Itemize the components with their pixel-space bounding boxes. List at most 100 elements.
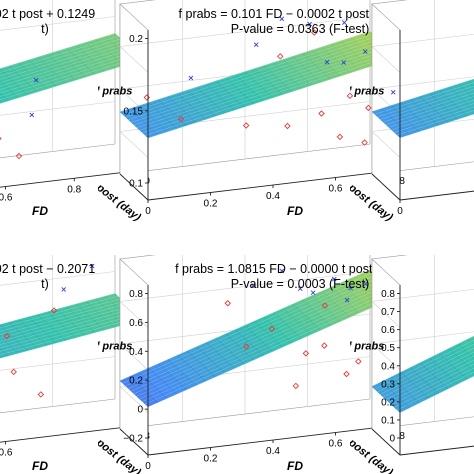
plane-mesh xyxy=(0,43,127,84)
plane-strip xyxy=(0,347,9,359)
plane-mesh xyxy=(0,33,116,70)
x-tick-label: 0.8 xyxy=(67,184,81,195)
point-red-diamond xyxy=(37,391,45,398)
equation-text: 02 t post − 0.2071 xyxy=(0,262,95,276)
point-red-diamond xyxy=(321,342,328,349)
x-tick-label: 0 xyxy=(145,206,151,217)
gridline xyxy=(0,271,116,286)
plane-mesh xyxy=(128,39,379,121)
plane-mesh xyxy=(380,89,474,120)
point-blue-cross xyxy=(332,276,337,282)
plane-mesh xyxy=(139,287,390,400)
gridline xyxy=(371,343,401,371)
plane-mesh xyxy=(377,85,474,118)
x-axis xyxy=(0,169,144,188)
equation-text: f prabs = 1.0815 FD − 0.0000 t post − 0.… xyxy=(175,262,425,276)
point-blue-cross xyxy=(341,60,347,65)
z-tick-label: 0 xyxy=(137,405,143,416)
gridline xyxy=(119,301,149,328)
point-red-diamond xyxy=(318,110,325,117)
plane-mesh xyxy=(133,282,385,394)
point-blue-cross xyxy=(307,21,312,27)
plane-mesh xyxy=(0,319,144,359)
z-tick-label: 0.2 xyxy=(381,397,395,408)
x-axis xyxy=(0,424,144,443)
plane-mesh xyxy=(0,59,144,104)
plane-mesh xyxy=(0,293,116,325)
plane-mesh xyxy=(147,57,399,139)
t-axis xyxy=(119,428,149,456)
point-red-diamond xyxy=(3,332,11,340)
point-red-diamond xyxy=(268,325,276,333)
gridline xyxy=(371,33,474,47)
point-red-diamond xyxy=(361,139,368,146)
point-red-diamond xyxy=(311,29,318,36)
x-tick-label: 0.2 xyxy=(204,454,218,465)
plane-mesh xyxy=(0,56,141,101)
plane-mesh xyxy=(0,306,130,342)
z-tick-label: 0.3 xyxy=(381,379,395,390)
plane-mesh xyxy=(122,272,373,384)
point-red-diamond xyxy=(15,152,23,160)
plane-mesh xyxy=(399,375,474,413)
z-tick-label: 0.8 xyxy=(381,289,395,300)
point-blue-cross xyxy=(297,286,303,291)
t-axis xyxy=(119,173,149,201)
z-tick-label: 0.5 xyxy=(381,343,395,354)
z-tick-label: −0.2 xyxy=(123,434,143,445)
plane-strip xyxy=(467,78,474,87)
plane-mesh xyxy=(0,314,138,352)
gridline xyxy=(371,46,401,73)
z-tick-label: 0.1 xyxy=(381,415,395,426)
z-tick-label: 0.8 xyxy=(129,289,143,300)
plane-mesh xyxy=(119,31,371,113)
z-axis-label: f prabs xyxy=(96,86,133,98)
z-tick-label: 0.4 xyxy=(381,361,395,372)
plane-mesh xyxy=(397,371,474,411)
point-red-diamond xyxy=(0,136,2,141)
point-blue-cross xyxy=(279,16,285,22)
plane-mesh xyxy=(133,44,385,126)
gridline xyxy=(0,16,116,31)
plane-mesh xyxy=(385,355,474,400)
plane-mesh xyxy=(380,347,474,395)
gridline xyxy=(119,343,149,371)
point-red-diamond xyxy=(50,307,58,314)
pvalue-text: P-value = 0.0363 (F-test) xyxy=(231,22,370,36)
plane-mesh xyxy=(383,351,474,398)
plane-mesh xyxy=(371,335,474,387)
point-red-diamond xyxy=(355,358,362,365)
point-red-diamond xyxy=(224,300,231,307)
plane-mesh xyxy=(388,99,474,128)
plane-mesh xyxy=(397,110,474,136)
gridline xyxy=(371,301,401,328)
plane-mesh xyxy=(377,343,474,392)
z-tick-label: 0.2 xyxy=(129,376,143,387)
plane-strip xyxy=(0,336,19,357)
point-red-diamond xyxy=(336,133,344,141)
plane-mesh xyxy=(394,367,474,408)
plane-strip xyxy=(0,92,9,104)
z-tick-label: 0.7 xyxy=(381,307,395,318)
point-red-diamond xyxy=(10,368,17,376)
plane-mesh xyxy=(0,48,132,90)
z-tick-label: 0 xyxy=(389,434,395,445)
plane-mesh xyxy=(0,303,127,339)
x-axis xyxy=(399,190,474,201)
plane-mesh xyxy=(391,363,474,405)
plane-mesh xyxy=(147,295,399,407)
plane-mesh xyxy=(391,103,474,131)
plane-mesh xyxy=(0,36,118,73)
gridline xyxy=(119,16,371,47)
plane-mesh xyxy=(0,298,121,332)
gridline xyxy=(371,288,474,302)
equation-text: f prabs = 0.101 FD − 0.0002 t post + 0.1… xyxy=(179,7,422,21)
plane-mesh xyxy=(0,301,124,335)
plane-mesh xyxy=(394,106,474,133)
x-axis-label: FD xyxy=(287,204,303,218)
plane-mesh xyxy=(142,52,393,133)
point-red-diamond xyxy=(302,350,310,357)
